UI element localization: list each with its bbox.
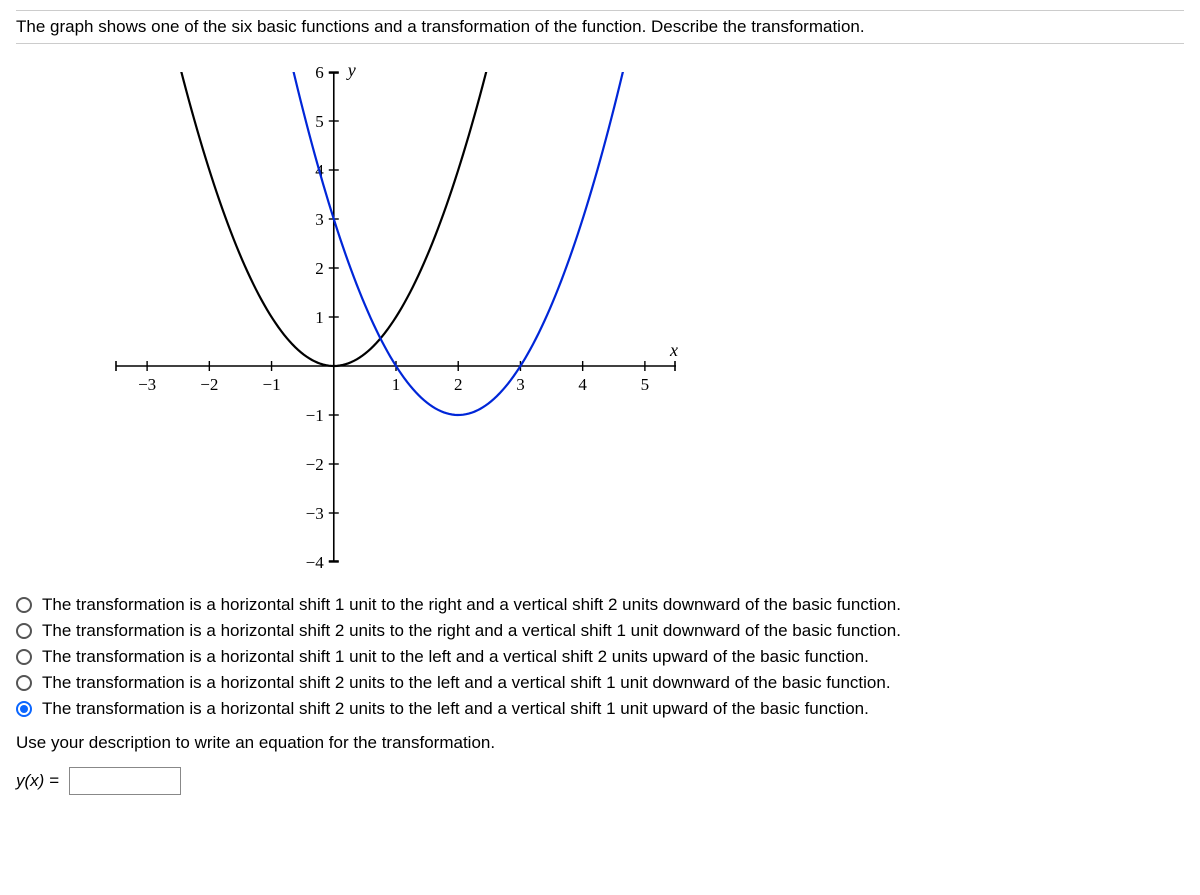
- svg-text:−2: −2: [306, 455, 324, 474]
- svg-text:−3: −3: [306, 504, 324, 523]
- radio-icon[interactable]: [16, 597, 32, 613]
- radio-icon[interactable]: [16, 675, 32, 691]
- svg-text:−3: −3: [138, 375, 156, 394]
- basic-curve: [116, 62, 676, 366]
- option-text: The transformation is a horizontal shift…: [42, 621, 901, 641]
- svg-text:y: y: [346, 62, 356, 80]
- svg-text:3: 3: [516, 375, 525, 394]
- equation-input[interactable]: [69, 767, 181, 795]
- option-text: The transformation is a horizontal shift…: [42, 699, 869, 719]
- option-text: The transformation is a horizontal shift…: [42, 673, 891, 693]
- transformation-graph: −3−2−112345−4−3−2−1123456xy: [106, 62, 686, 572]
- svg-text:4: 4: [578, 375, 587, 394]
- answer-options: The transformation is a horizontal shift…: [16, 595, 1184, 719]
- equation-label: y(x) =: [16, 771, 59, 791]
- option-text: The transformation is a horizontal shift…: [42, 595, 901, 615]
- svg-text:1: 1: [392, 375, 401, 394]
- svg-text:x: x: [669, 340, 678, 360]
- option-5[interactable]: The transformation is a horizontal shift…: [16, 699, 1184, 719]
- option-2[interactable]: The transformation is a horizontal shift…: [16, 621, 1184, 641]
- svg-text:−2: −2: [200, 375, 218, 394]
- graph-container: −3−2−112345−4−3−2−1123456xy: [106, 62, 1184, 577]
- option-text: The transformation is a horizontal shift…: [42, 647, 869, 667]
- equation-instruction: Use your description to write an equatio…: [16, 733, 1184, 753]
- option-3[interactable]: The transformation is a horizontal shift…: [16, 647, 1184, 667]
- svg-text:1: 1: [315, 308, 324, 327]
- svg-text:−4: −4: [306, 553, 325, 572]
- svg-text:6: 6: [315, 63, 324, 82]
- radio-icon[interactable]: [16, 623, 32, 639]
- svg-text:2: 2: [454, 375, 463, 394]
- radio-icon[interactable]: [16, 701, 32, 717]
- svg-text:3: 3: [315, 210, 324, 229]
- option-4[interactable]: The transformation is a horizontal shift…: [16, 673, 1184, 693]
- equation-answer-row: y(x) =: [16, 767, 1184, 795]
- option-1[interactable]: The transformation is a horizontal shift…: [16, 595, 1184, 615]
- svg-text:−1: −1: [263, 375, 281, 394]
- svg-text:5: 5: [315, 112, 324, 131]
- svg-text:−1: −1: [306, 406, 324, 425]
- radio-icon[interactable]: [16, 649, 32, 665]
- svg-text:5: 5: [641, 375, 650, 394]
- question-prompt: The graph shows one of the six basic fun…: [16, 10, 1184, 44]
- svg-text:2: 2: [315, 259, 324, 278]
